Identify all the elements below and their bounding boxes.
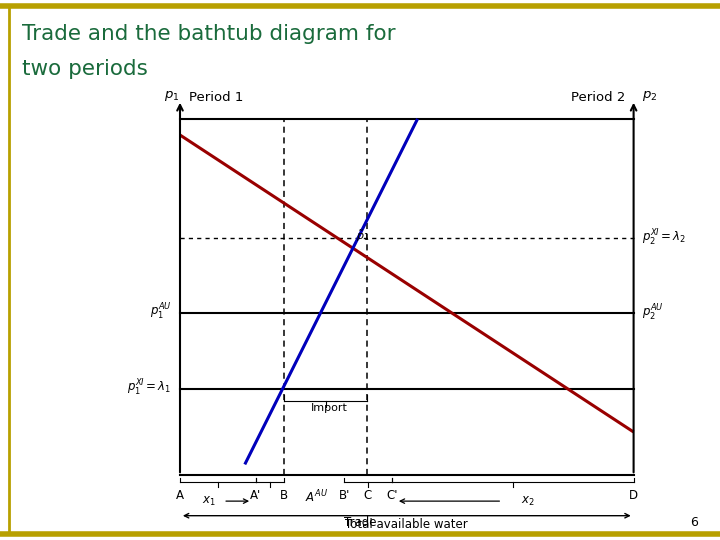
Text: $p_1^{XI}=\lambda_1$: $p_1^{XI}=\lambda_1$ <box>127 377 171 398</box>
Text: A': A' <box>250 489 261 502</box>
Text: $p_1^{AU}$: $p_1^{AU}$ <box>150 302 171 322</box>
Text: Trade: Trade <box>343 516 377 529</box>
Text: C: C <box>363 489 372 502</box>
Text: two periods: two periods <box>22 59 148 79</box>
Text: Import: Import <box>311 403 348 414</box>
Text: A: A <box>176 489 184 502</box>
Text: Period 2: Period 2 <box>570 91 625 104</box>
Text: Period 1: Period 1 <box>189 91 243 104</box>
Text: $p_2^{AU}$: $p_2^{AU}$ <box>642 303 664 323</box>
Text: D: D <box>629 489 638 502</box>
Text: $p_1$: $p_1$ <box>163 89 179 103</box>
Text: $p_2^{XI}=\lambda_2$: $p_2^{XI}=\lambda_2$ <box>642 227 687 248</box>
Text: $x_1$: $x_1$ <box>202 495 215 508</box>
Text: Trade and the bathtub diagram for: Trade and the bathtub diagram for <box>22 24 395 44</box>
Text: 6: 6 <box>690 516 698 529</box>
Text: B': B' <box>338 489 350 502</box>
Text: B: B <box>280 489 289 502</box>
Text: Total available water: Total available water <box>346 518 468 531</box>
Text: $p_2$: $p_2$ <box>642 89 657 103</box>
Text: $x_2$: $x_2$ <box>521 495 534 508</box>
Text: $\tilde{p}_1$: $\tilde{p}_1$ <box>356 229 370 244</box>
Text: C': C' <box>387 489 398 502</box>
Text: $A^{AU}$: $A^{AU}$ <box>305 489 328 505</box>
